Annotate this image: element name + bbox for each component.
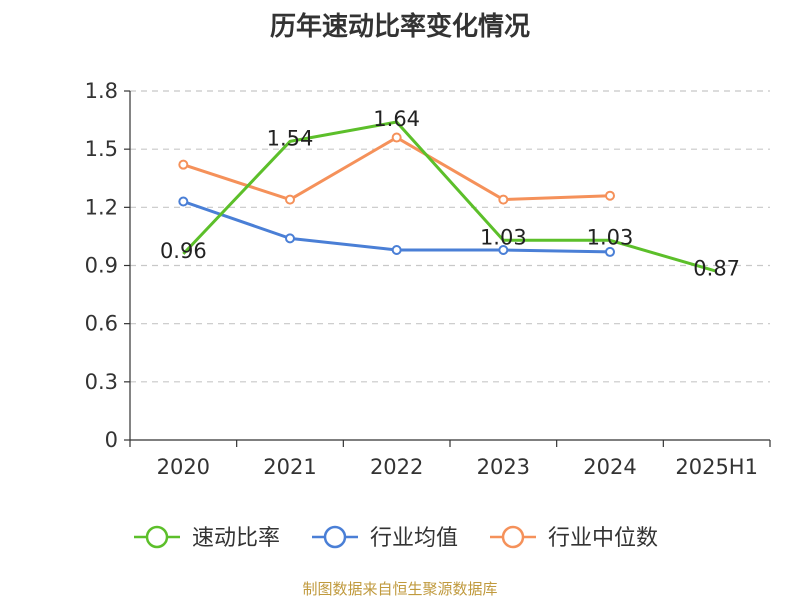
legend-swatch-marker [145,525,169,549]
legend-label: 行业中位数 [548,526,658,551]
data-point [498,244,509,255]
series-line [182,136,611,202]
data-source: 制图数据来自恒生聚源数据库 [302,580,498,598]
y-tick-label: 1.8 [85,79,118,103]
x-tick-label: 2023 [477,455,530,479]
data-label: 1.64 [373,107,420,131]
chart-title: 历年速动比率变化情况 [269,12,530,42]
x-tick-label: 2021 [263,455,316,479]
data-label: 0.87 [693,256,740,280]
x-tick-label: 2024 [583,455,636,479]
series-line [182,120,718,273]
data-point [498,194,509,205]
legend: 速动比率 行业均值 行业中位数 [134,525,658,551]
x-tick-label: 2020 [157,455,210,479]
data-point [605,246,615,257]
data-label: 0.96 [160,239,207,263]
y-tick-label: 0 [105,428,118,452]
data-point [178,196,189,207]
axes: 0 0.3 0.6 0.9 1.2 1.5 1.8 2020 2021 2022 2023 2024 2… [85,79,771,479]
series-lines [178,120,718,273]
y-tick-label: 0.3 [85,370,118,394]
x-tick-label: 2025H1 [675,455,758,479]
data-point [285,194,295,205]
legend-swatch-marker [323,525,347,549]
data-point [391,132,402,143]
y-tick-label: 1.5 [85,137,118,161]
data-label: 1.03 [587,225,634,249]
y-tick-label: 1.2 [85,195,118,219]
series-line [182,200,611,254]
data-labels: 0.96 1.54 1.64 1.03 1.03 0.87 [160,107,740,280]
y-tick-label: 0.9 [85,254,118,278]
data-label: 1.03 [480,225,527,249]
data-point [178,159,189,170]
data-point [605,190,615,201]
y-tick-label: 0.6 [85,312,118,336]
data-label: 1.54 [267,126,314,150]
legend-label: 速动比率 [192,526,280,551]
x-tick-label: 2022 [370,455,423,479]
data-point [391,244,402,255]
grid-lines [130,90,770,383]
data-point [285,233,295,244]
legend-swatch-marker [501,525,525,549]
legend-label: 行业均值 [370,526,458,551]
